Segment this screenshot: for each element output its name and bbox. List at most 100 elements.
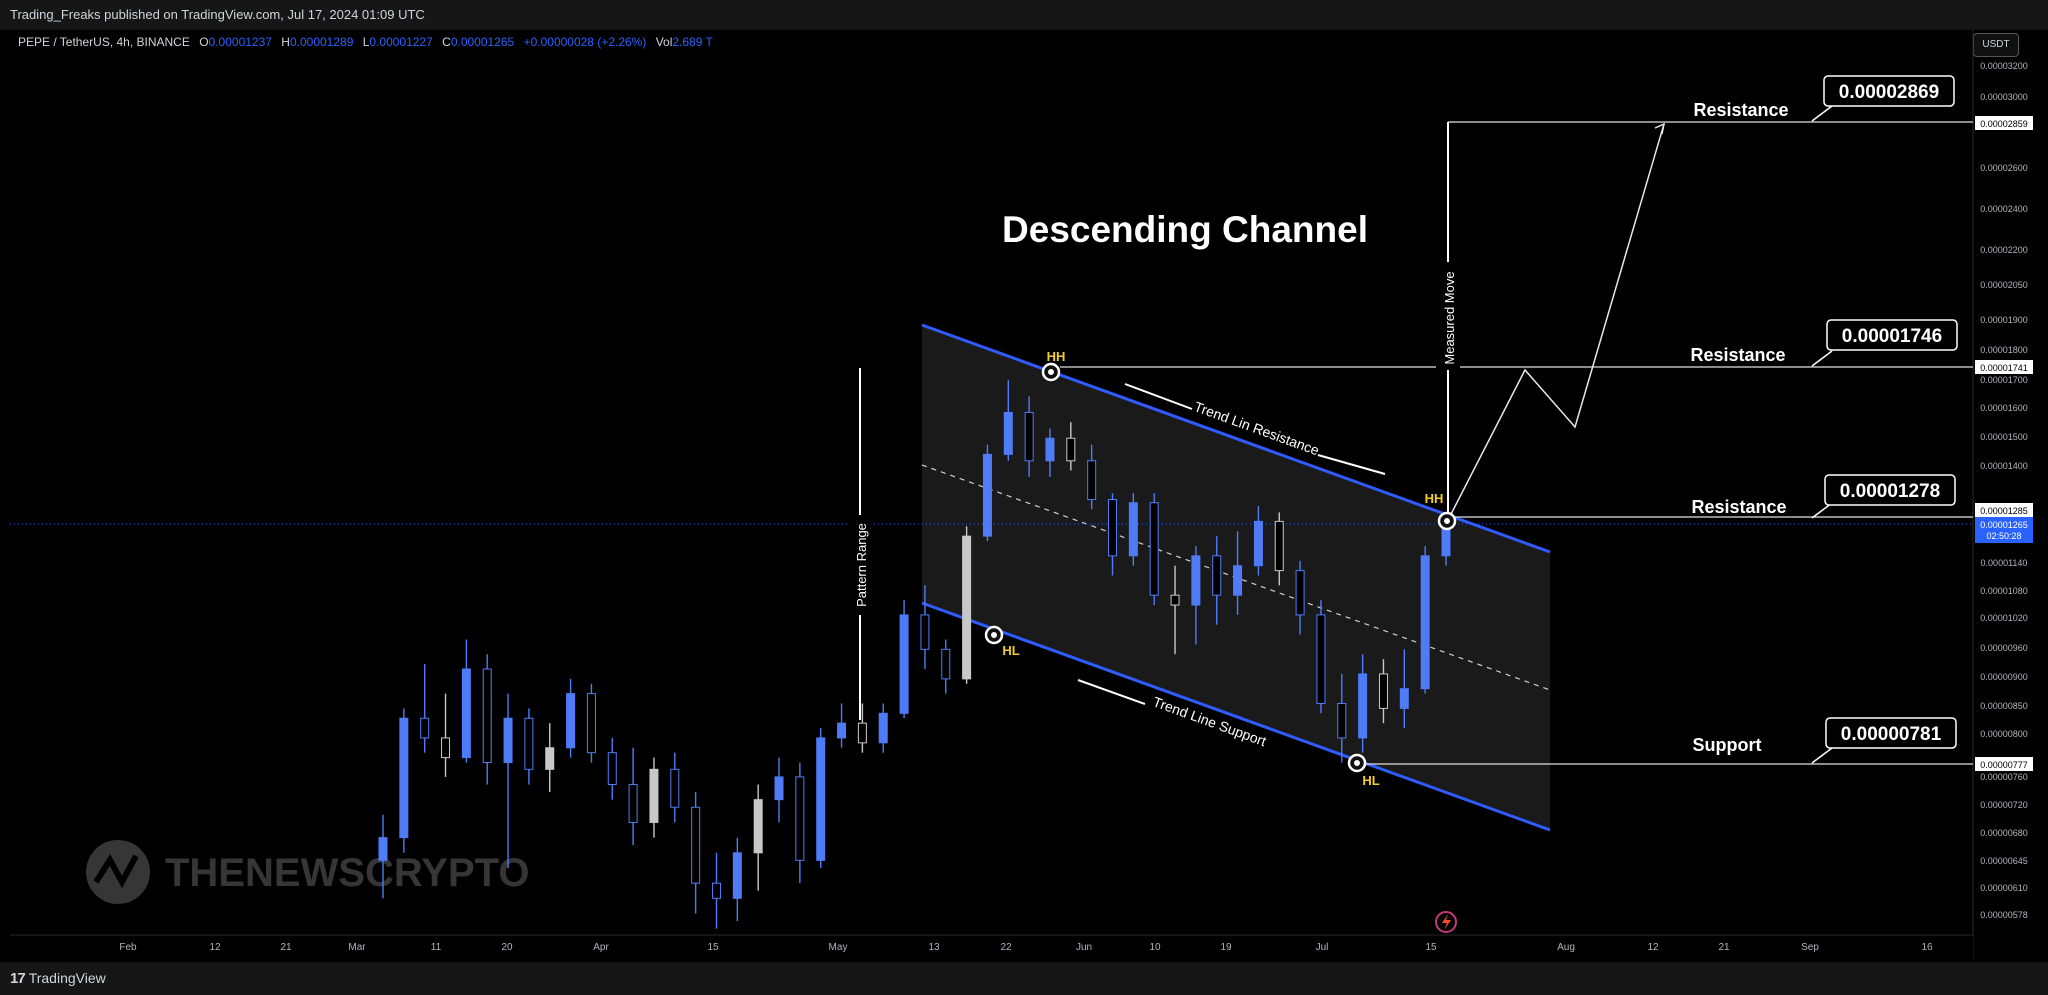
lightning-icon[interactable]	[1435, 911, 1457, 933]
legend-close-label: C	[442, 35, 451, 49]
candle-body	[420, 717, 430, 739]
candle	[607, 737, 617, 800]
watermark-logo-icon	[86, 840, 150, 904]
price-marker-2: 0.00001741	[1980, 363, 2028, 373]
level-label-3: Resistance	[1691, 497, 1786, 517]
price-tick-label: 0.00001020	[1980, 613, 2028, 623]
level-value-3: 0.00001278	[1840, 481, 1940, 502]
candle	[732, 837, 742, 922]
price-tick-label: 0.00001400	[1980, 461, 2028, 471]
candle	[461, 639, 471, 763]
candle-body	[378, 837, 388, 861]
price-tick-label: 0.00000760	[1980, 772, 2028, 782]
price-tick-label: 0.00000800	[1980, 729, 2028, 739]
time-axis[interactable]	[10, 935, 1973, 960]
price-tick-label: 0.00000850	[1980, 701, 2028, 711]
candle	[566, 678, 576, 758]
candle	[837, 703, 847, 748]
price-tick-label: 0.00001140	[1981, 558, 2028, 568]
candle-body	[503, 717, 513, 764]
time-tick-label: 13	[928, 942, 940, 953]
legend-open-label: O	[199, 35, 209, 49]
candle-body	[1149, 502, 1159, 596]
swing-marker-hl-2-dot	[1354, 760, 1360, 766]
symbol-legend: PEPE / TetherUS, 4h, BINANCE O0.00001237…	[18, 34, 713, 50]
candle	[1149, 493, 1159, 606]
time-tick-label: Apr	[593, 942, 609, 953]
measured-move-label: Measured Move	[1442, 271, 1457, 364]
measured-move-label-bg	[1436, 262, 1460, 370]
candle	[628, 747, 638, 846]
legend-high: 0.00001289	[289, 35, 354, 49]
price-marker-4-bg	[1975, 757, 2033, 771]
candle	[1170, 565, 1180, 655]
price-tick-label: 0.00001500	[1980, 432, 2028, 442]
candle	[649, 757, 659, 838]
swing-label-hh-2: HH	[1425, 491, 1444, 506]
candle	[1045, 428, 1055, 477]
trend-resistance-dash-left	[1124, 383, 1193, 410]
level-callout-box-4	[1825, 717, 1957, 749]
time-tick-label: May	[829, 942, 848, 953]
time-tick-label: Aug	[1557, 942, 1575, 953]
level-value-4: 0.00000781	[1841, 724, 1942, 745]
price-tick-label: 0.00001700	[1980, 375, 2028, 385]
candle	[503, 693, 513, 868]
time-tick-label: 19	[1220, 942, 1232, 953]
candle	[795, 762, 805, 884]
price-tick-label: 0.00000610	[1980, 883, 2028, 893]
candle-body	[753, 799, 763, 854]
legend-change: +0.00000028 (+2.26%)	[523, 35, 647, 49]
currency-button[interactable]: USDT	[1973, 33, 2019, 57]
level-callout-box-3	[1824, 474, 1956, 506]
projected-path-arrow-icon	[1654, 122, 1666, 135]
price-axis[interactable]	[1973, 58, 2033, 935]
candle	[1087, 444, 1097, 510]
candle-body	[732, 852, 742, 899]
tradingview-brand[interactable]: 17 TradingView	[10, 962, 106, 995]
candle-body	[399, 717, 409, 839]
trend-support-dash	[1077, 679, 1146, 705]
price-marker-1: 0.00002859	[1980, 119, 2028, 129]
candle-body	[962, 535, 972, 680]
legend-symbol[interactable]: PEPE / TetherUS, 4h, BINANCE	[18, 35, 190, 49]
candle	[774, 757, 784, 823]
candle-body	[795, 776, 805, 861]
candle	[1316, 600, 1326, 714]
level-callout-pointer-2	[1811, 350, 1833, 367]
time-tick-label: 16	[1921, 942, 1933, 953]
projected-path	[1447, 123, 1665, 521]
swing-marker-hl-1-dot	[991, 632, 997, 638]
pattern-range-label-bg	[848, 515, 872, 615]
candle	[1358, 654, 1368, 753]
time-tick-label: Jul	[1316, 942, 1329, 953]
candle	[1420, 545, 1430, 694]
price-tick-label: 0.00003200	[1980, 61, 2028, 71]
price-tick-label: 0.00001600	[1980, 403, 2028, 413]
price-scale-markers: 0.00002859 0.00001741 0.00001285 0.00001…	[1975, 116, 2033, 771]
candle-body	[857, 722, 867, 744]
candle-body	[1066, 437, 1076, 462]
candle	[1378, 659, 1388, 724]
pattern-range-label: Pattern Range	[854, 523, 869, 607]
level-callout-pointer-1	[1811, 105, 1833, 122]
candle	[899, 600, 909, 719]
candle	[545, 723, 555, 793]
candle	[962, 526, 972, 684]
candle-body	[545, 747, 555, 770]
candle-body	[1253, 520, 1263, 567]
candle-body	[524, 717, 534, 770]
price-tick-label: 0.00000680	[1980, 828, 2028, 838]
time-tick-label: 10	[1149, 942, 1161, 953]
candle	[1399, 649, 1409, 729]
candle	[1128, 493, 1138, 566]
candle-body	[1191, 555, 1201, 606]
price-chart[interactable]: THENEWSCRYPTO Pattern Range Measured Mov…	[0, 30, 2048, 962]
time-tick-label: Sep	[1801, 942, 1819, 953]
swing-marker-hh-2-dot	[1444, 518, 1450, 524]
candle	[1337, 673, 1347, 763]
channel-lower-line	[921, 601, 1551, 832]
price-marker-3: 0.00001285	[1980, 506, 2028, 516]
candle	[816, 728, 826, 868]
candle-body	[982, 453, 992, 537]
